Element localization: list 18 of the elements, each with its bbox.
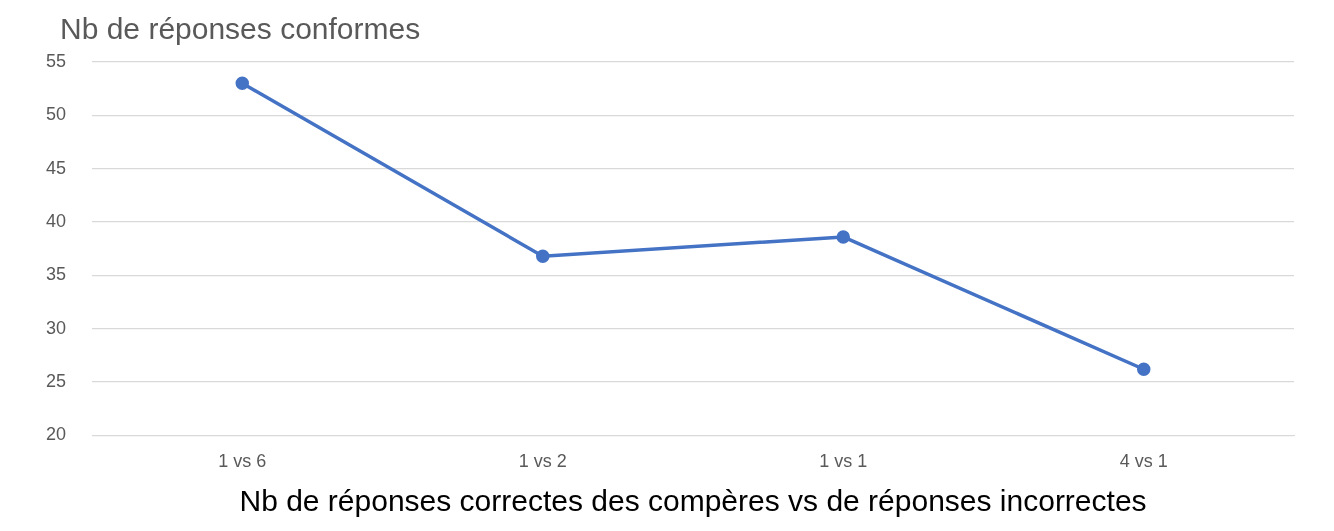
point: [1137, 362, 1151, 377]
x-tick-label: 4 vs 1: [1119, 451, 1168, 472]
y-tick-label: 30: [45, 317, 67, 338]
point: [235, 76, 250, 91]
x-tick-label: 1 vs 1: [819, 451, 868, 472]
y-tick-label: 50: [45, 104, 67, 125]
y-tick-label: 20: [45, 424, 67, 445]
y-axis-title: Nb de réponses conformes: [60, 12, 421, 46]
point: [536, 249, 550, 263]
y-tick-label: 25: [45, 371, 67, 392]
x-tick-label: 1 vs 6: [218, 451, 267, 472]
y-tick-label: 55: [45, 50, 67, 71]
x-axis-title: Nb de réponses correctes des compères vs de réponses incorrectes: [239, 484, 1147, 518]
x-tick-label: 1 vs 2: [518, 451, 567, 472]
y-tick-label: 35: [45, 264, 67, 285]
y-tick-label: 45: [45, 157, 67, 178]
point: [836, 230, 851, 244]
y-tick-label: 40: [45, 211, 67, 231]
